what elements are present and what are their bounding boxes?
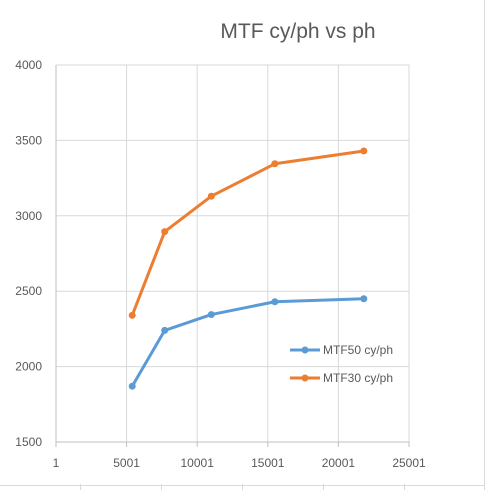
data-point [128,311,136,319]
data-point [161,228,169,236]
data-point [207,192,215,200]
gridlines [55,64,410,443]
data-point [271,298,279,306]
y-tick-label: 2500 [15,284,42,298]
y-tick-label: 1500 [15,435,42,449]
y-tick-label: 2000 [15,360,42,374]
series-lines [128,147,368,390]
legend-swatch-marker [301,374,309,382]
legend-label: MTF30 cy/ph [323,371,393,385]
y-tick-label: 3000 [15,209,42,223]
legend-swatch-marker [301,346,309,354]
y-tick-label: 3500 [15,133,42,147]
y-tick-label: 4000 [15,58,42,72]
x-tick-label: 15001 [251,456,285,470]
x-tick-label: 1 [53,456,60,470]
data-point [360,147,368,155]
data-point [360,295,368,303]
x-tick-label: 25001 [392,456,426,470]
data-point [161,326,169,334]
chart-title: MTF cy/ph vs ph [220,20,375,43]
x-tick-label: 10001 [181,456,215,470]
data-point [128,382,136,390]
chart-area[interactable]: MTF cy/ph vs ph 1500 2000 2500 3000 3500 4000… [0,0,479,484]
line-chart: MTF cy/ph vs ph 1500 2000 2500 3000 3500 4000… [15,20,426,470]
legend: MTF50 cy/ph MTF30 cy/ph [290,343,393,385]
x-tick-label: 5001 [113,456,140,470]
data-point [271,160,279,168]
x-tick-label: 20001 [322,456,356,470]
legend-label: MTF50 cy/ph [323,343,393,357]
data-point [207,311,215,319]
